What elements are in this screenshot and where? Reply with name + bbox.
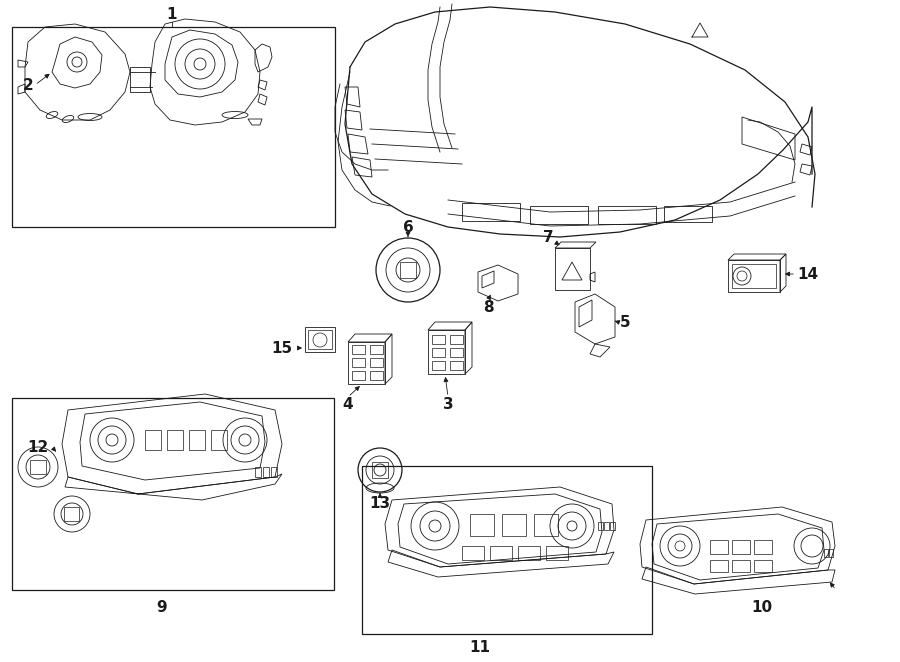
Bar (530, 206, 588, 224)
Bar (271, 467, 277, 477)
Text: 9: 9 (157, 600, 167, 614)
Bar (728, 260, 780, 292)
Text: 13: 13 (369, 496, 391, 512)
Text: 1: 1 (166, 7, 177, 21)
Bar (710, 540, 728, 554)
Text: 6: 6 (402, 220, 413, 234)
Text: 4: 4 (343, 397, 354, 412)
Bar (450, 335, 463, 344)
Bar (710, 560, 728, 572)
Bar (370, 371, 383, 380)
Bar (352, 358, 365, 367)
Bar (490, 546, 512, 560)
Bar (732, 560, 750, 572)
Bar (432, 361, 445, 370)
Bar (30, 460, 46, 474)
Bar (470, 514, 494, 536)
Bar (598, 206, 656, 224)
Bar (754, 560, 772, 572)
Bar (362, 466, 652, 634)
Text: 15: 15 (272, 340, 292, 355)
Bar (255, 467, 261, 477)
Bar (400, 262, 416, 278)
Bar (664, 206, 712, 222)
Bar (502, 514, 526, 536)
Text: 8: 8 (482, 299, 493, 314)
Bar (450, 348, 463, 357)
Bar (534, 514, 558, 536)
Text: 7: 7 (543, 230, 553, 244)
Bar (546, 546, 568, 560)
Bar (598, 522, 603, 530)
Text: 11: 11 (470, 639, 490, 655)
Bar (450, 361, 463, 370)
Bar (610, 522, 615, 530)
Bar (370, 358, 383, 367)
Text: 2: 2 (22, 77, 33, 93)
Bar (829, 549, 833, 557)
Bar (604, 522, 609, 530)
Bar (462, 546, 484, 560)
Bar (145, 430, 161, 450)
Bar (211, 430, 227, 450)
Bar (263, 467, 269, 477)
Bar (167, 430, 183, 450)
Bar (305, 327, 335, 352)
Bar (308, 330, 332, 349)
Text: 5: 5 (620, 314, 630, 330)
Bar (12, 398, 334, 590)
Text: 14: 14 (797, 267, 819, 281)
Bar (732, 540, 750, 554)
Bar (370, 345, 383, 354)
Bar (432, 348, 445, 357)
Bar (518, 546, 540, 560)
Bar (352, 371, 365, 380)
Text: 10: 10 (752, 600, 772, 614)
Bar (372, 462, 388, 478)
Text: 3: 3 (443, 397, 454, 412)
Bar (189, 430, 205, 450)
Bar (462, 203, 520, 221)
Bar (824, 549, 828, 557)
Bar (754, 540, 772, 554)
Bar (352, 345, 365, 354)
Text: 12: 12 (27, 440, 49, 455)
Bar (732, 264, 776, 288)
Bar (12, 27, 335, 227)
Bar (64, 507, 79, 521)
Bar (432, 335, 445, 344)
